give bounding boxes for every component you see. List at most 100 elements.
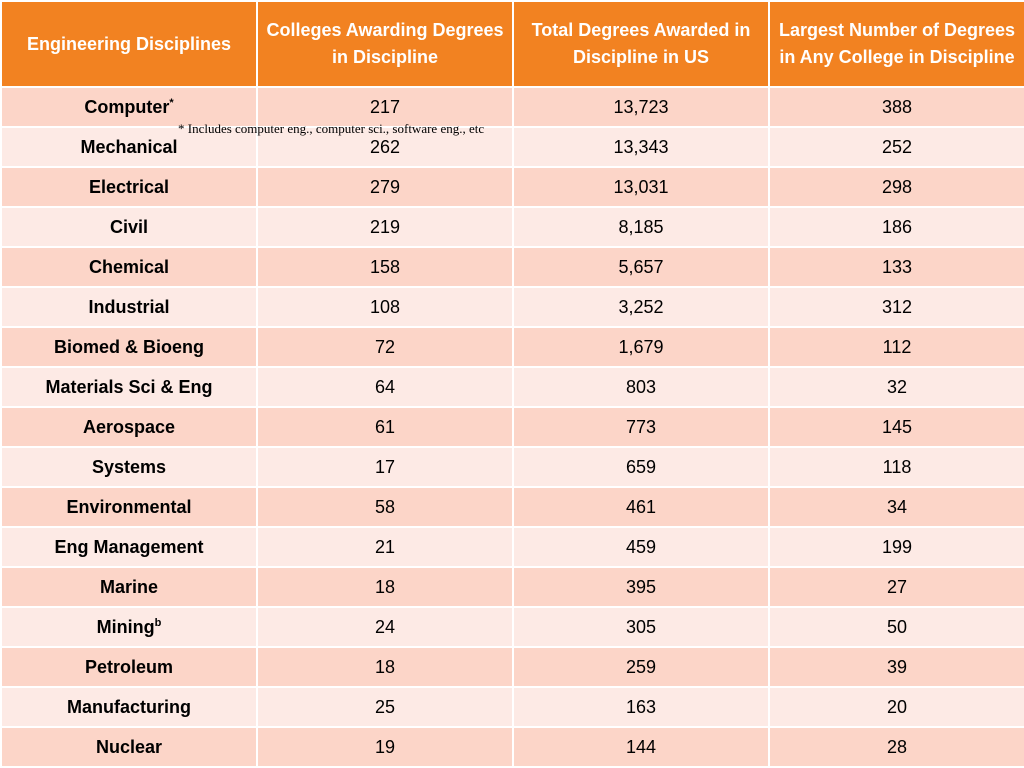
total-degrees-cell: 259	[512, 646, 770, 688]
discipline-name: Computer	[84, 97, 170, 117]
discipline-cell: Aerospace	[0, 406, 258, 448]
table-row: Miningb 24 305 50	[0, 606, 1024, 648]
header-engineering-disciplines: Engineering Disciplines	[0, 0, 258, 88]
largest-number-cell: 32	[768, 366, 1024, 408]
discipline-name: Electrical	[88, 177, 170, 197]
largest-number-cell: 39	[768, 646, 1024, 688]
largest-number-cell: 28	[768, 726, 1024, 768]
total-degrees-cell: 803	[512, 366, 770, 408]
total-degrees-cell: 3,252	[512, 286, 770, 328]
colleges-cell: 262	[256, 126, 514, 168]
colleges-cell: 108	[256, 286, 514, 328]
header-colleges-awarding: Colleges Awarding Degrees in Discipline	[256, 0, 514, 88]
footnote-marker: b	[154, 617, 162, 629]
discipline-name: Eng Management	[54, 537, 204, 557]
discipline-name: Materials Sci & Eng	[45, 377, 213, 397]
discipline-cell: Civil	[0, 206, 258, 248]
colleges-cell: 21	[256, 526, 514, 568]
largest-number-cell: 252	[768, 126, 1024, 168]
discipline-name: Biomed & Bioeng	[53, 337, 204, 357]
table-row: Materials Sci & Eng 64 803 32	[0, 366, 1024, 408]
table-row: Aerospace 61 773 145	[0, 406, 1024, 448]
total-degrees-cell: 305	[512, 606, 770, 648]
colleges-cell: 158	[256, 246, 514, 288]
discipline-cell: Biomed & Bioeng	[0, 326, 258, 368]
table-row: Industrial 108 3,252 312	[0, 286, 1024, 328]
discipline-cell: Eng Management	[0, 526, 258, 568]
colleges-cell: 217	[256, 86, 514, 128]
table-row: Nuclear 19 144 28	[0, 726, 1024, 768]
discipline-name: Chemical	[88, 257, 170, 277]
colleges-cell: 72	[256, 326, 514, 368]
table-row: Marine 18 395 27	[0, 566, 1024, 608]
largest-number-cell: 133	[768, 246, 1024, 288]
largest-number-cell: 298	[768, 166, 1024, 208]
largest-number-cell: 50	[768, 606, 1024, 648]
discipline-cell: Systems	[0, 446, 258, 488]
discipline-cell: Materials Sci & Eng	[0, 366, 258, 408]
total-degrees-cell: 395	[512, 566, 770, 608]
largest-number-cell: 27	[768, 566, 1024, 608]
colleges-cell: 58	[256, 486, 514, 528]
discipline-name: Manufacturing	[67, 697, 191, 717]
table-row: Systems 17 659 118	[0, 446, 1024, 488]
largest-number-cell: 186	[768, 206, 1024, 248]
discipline-name: Petroleum	[84, 657, 174, 677]
table-row: Chemical 158 5,657 133	[0, 246, 1024, 288]
total-degrees-cell: 8,185	[512, 206, 770, 248]
total-degrees-cell: 163	[512, 686, 770, 728]
footnote: * Includes computer eng., computer sci.,…	[178, 121, 485, 136]
largest-number-cell: 388	[768, 86, 1024, 128]
colleges-cell: 17	[256, 446, 514, 488]
table-row: Electrical 279 13,031 298	[0, 166, 1024, 208]
header-total-degrees: Total Degrees Awarded in Discipline in U…	[512, 0, 770, 88]
header-row: Engineering Disciplines Colleges Awardin…	[0, 0, 1024, 88]
discipline-name: Systems	[91, 457, 167, 477]
total-degrees-cell: 13,723	[512, 86, 770, 128]
discipline-name: Mechanical	[80, 137, 178, 157]
table-body: Computer* 217 13,723 388 Mechanical 262 13,343…	[0, 86, 1024, 768]
discipline-name: Nuclear	[95, 737, 163, 757]
largest-number-cell: 112	[768, 326, 1024, 368]
total-degrees-cell: 461	[512, 486, 770, 528]
discipline-cell: Marine	[0, 566, 258, 608]
discipline-cell: Industrial	[0, 286, 258, 328]
discipline-cell: Environmental	[0, 486, 258, 528]
colleges-cell: 19	[256, 726, 514, 768]
total-degrees-cell: 13,031	[512, 166, 770, 208]
footnote-marker: *	[169, 97, 174, 109]
discipline-name: Mining	[96, 617, 155, 637]
discipline-name: Industrial	[88, 297, 170, 317]
discipline-cell: Nuclear	[0, 726, 258, 768]
total-degrees-cell: 144	[512, 726, 770, 768]
discipline-cell: Electrical	[0, 166, 258, 208]
discipline-cell: Petroleum	[0, 646, 258, 688]
discipline-cell: Miningb	[0, 606, 258, 648]
largest-number-cell: 312	[768, 286, 1024, 328]
table-row: Eng Management 21 459 199	[0, 526, 1024, 568]
total-degrees-cell: 459	[512, 526, 770, 568]
total-degrees-cell: 1,679	[512, 326, 770, 368]
discipline-name: Aerospace	[82, 417, 176, 437]
largest-number-cell: 199	[768, 526, 1024, 568]
colleges-cell: 18	[256, 566, 514, 608]
discipline-cell: Computer*	[0, 86, 258, 128]
discipline-name: Environmental	[66, 497, 192, 517]
colleges-cell: 25	[256, 686, 514, 728]
table-row: Manufacturing 25 163 20	[0, 686, 1024, 728]
table-row: Environmental 58 461 34	[0, 486, 1024, 528]
largest-number-cell: 118	[768, 446, 1024, 488]
header-largest-number: Largest Number of Degrees in Any College…	[768, 0, 1024, 88]
table-row: Petroleum 18 259 39	[0, 646, 1024, 688]
table-row: Computer* 217 13,723 388	[0, 86, 1024, 128]
total-degrees-cell: 13,343	[512, 126, 770, 168]
colleges-cell: 279	[256, 166, 514, 208]
colleges-cell: 18	[256, 646, 514, 688]
total-degrees-cell: 773	[512, 406, 770, 448]
discipline-cell: Chemical	[0, 246, 258, 288]
table-row: Biomed & Bioeng 72 1,679 112	[0, 326, 1024, 368]
discipline-cell: Manufacturing	[0, 686, 258, 728]
largest-number-cell: 34	[768, 486, 1024, 528]
table-row: Civil 219 8,185 186	[0, 206, 1024, 248]
